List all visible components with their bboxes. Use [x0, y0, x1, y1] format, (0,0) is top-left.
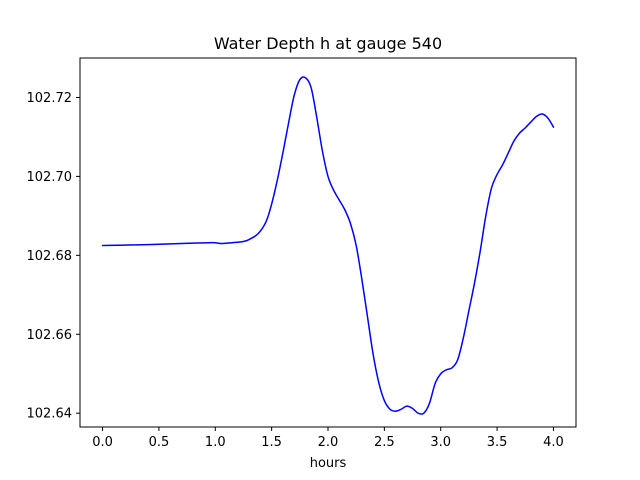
x-axis-ticks: 0.0 0.5 1.0 1.5 2.0 2.5 3.0 3.5 4.0 — [92, 427, 564, 450]
y-tick-label: 102.64 — [27, 407, 73, 422]
x-tick-label: 1.5 — [261, 435, 282, 450]
y-tick-label: 102.70 — [27, 170, 73, 185]
x-tick-label: 0.5 — [149, 435, 170, 450]
y-tick-label: 102.66 — [27, 328, 73, 343]
x-tick-label: 1.0 — [205, 435, 226, 450]
x-tick-label: 2.0 — [318, 435, 339, 450]
x-axis-label: hours — [310, 456, 347, 471]
x-tick-label: 4.0 — [543, 435, 564, 450]
x-tick-label: 3.5 — [487, 435, 508, 450]
x-tick-label: 2.5 — [374, 435, 395, 450]
x-tick-label: 3.0 — [430, 435, 451, 450]
y-tick-label: 102.68 — [27, 249, 73, 264]
water-depth-series-line — [101, 76, 555, 415]
x-tick-label: 0.0 — [92, 435, 113, 450]
y-axis-ticks: 102.64 102.66 102.68 102.70 102.72 — [27, 91, 80, 422]
plot-area — [79, 57, 577, 428]
chart-title: Water Depth h at gauge 540 — [214, 34, 442, 53]
y-tick-label: 102.72 — [27, 91, 73, 106]
